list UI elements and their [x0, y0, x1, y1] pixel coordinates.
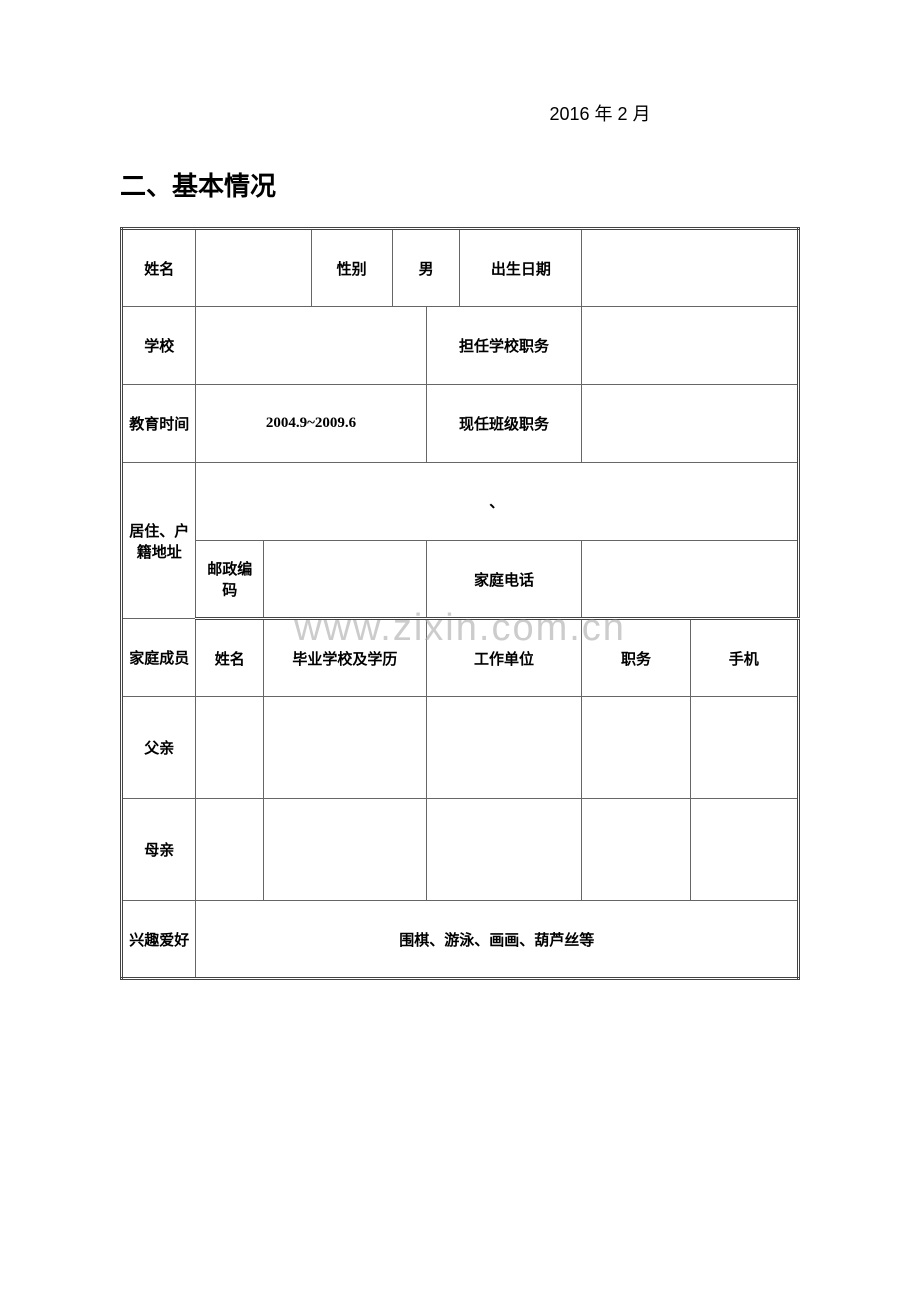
value-mother-title [582, 799, 690, 901]
label-gender: 性别 [311, 229, 392, 307]
value-mother-workplace [426, 799, 582, 901]
value-father-title [582, 697, 690, 799]
value-mother-phone [690, 799, 798, 901]
value-mother-school [264, 799, 426, 901]
label-class-position: 现任班级职务 [426, 385, 582, 463]
label-hobby: 兴趣爱好 [122, 901, 196, 979]
value-mother-name [196, 799, 264, 901]
value-father-school [264, 697, 426, 799]
value-father-workplace [426, 697, 582, 799]
label-school: 学校 [122, 307, 196, 385]
label-father: 父亲 [122, 697, 196, 799]
value-school-position [582, 307, 799, 385]
value-gender: 男 [392, 229, 460, 307]
label-birthdate: 出生日期 [460, 229, 582, 307]
label-mother: 母亲 [122, 799, 196, 901]
label-postal: 邮政编码 [196, 541, 264, 619]
label-family-member: 家庭成员 [122, 619, 196, 697]
value-home-phone [582, 541, 799, 619]
value-school [196, 307, 426, 385]
value-edu-time: 2004.9~2009.6 [196, 385, 426, 463]
value-postal [264, 541, 426, 619]
value-birthdate [582, 229, 799, 307]
label-fm-school: 毕业学校及学历 [264, 619, 426, 697]
value-father-name [196, 697, 264, 799]
value-name [196, 229, 311, 307]
label-name: 姓名 [122, 229, 196, 307]
label-school-position: 担任学校职务 [426, 307, 582, 385]
value-class-position [582, 385, 799, 463]
value-address: 、 [196, 463, 799, 541]
label-address: 居住、户籍地址 [122, 463, 196, 619]
label-fm-phone: 手机 [690, 619, 798, 697]
label-fm-title: 职务 [582, 619, 690, 697]
section-title: 二、基本情况 [120, 166, 800, 203]
document-page: 2016 年 2 月 二、基本情况 姓名 性别 男 出生日期 学校 担任学校职务 [0, 0, 920, 980]
label-edu-time: 教育时间 [122, 385, 196, 463]
info-table: 姓名 性别 男 出生日期 学校 担任学校职务 教育时间 2004.9~2009.… [120, 227, 800, 980]
value-hobby: 围棋、游泳、画画、葫芦丝等 [196, 901, 799, 979]
value-father-phone [690, 697, 798, 799]
date-text: 2016 年 2 月 [120, 100, 800, 126]
label-fm-name: 姓名 [196, 619, 264, 697]
label-home-phone: 家庭电话 [426, 541, 582, 619]
label-fm-workplace: 工作单位 [426, 619, 582, 697]
